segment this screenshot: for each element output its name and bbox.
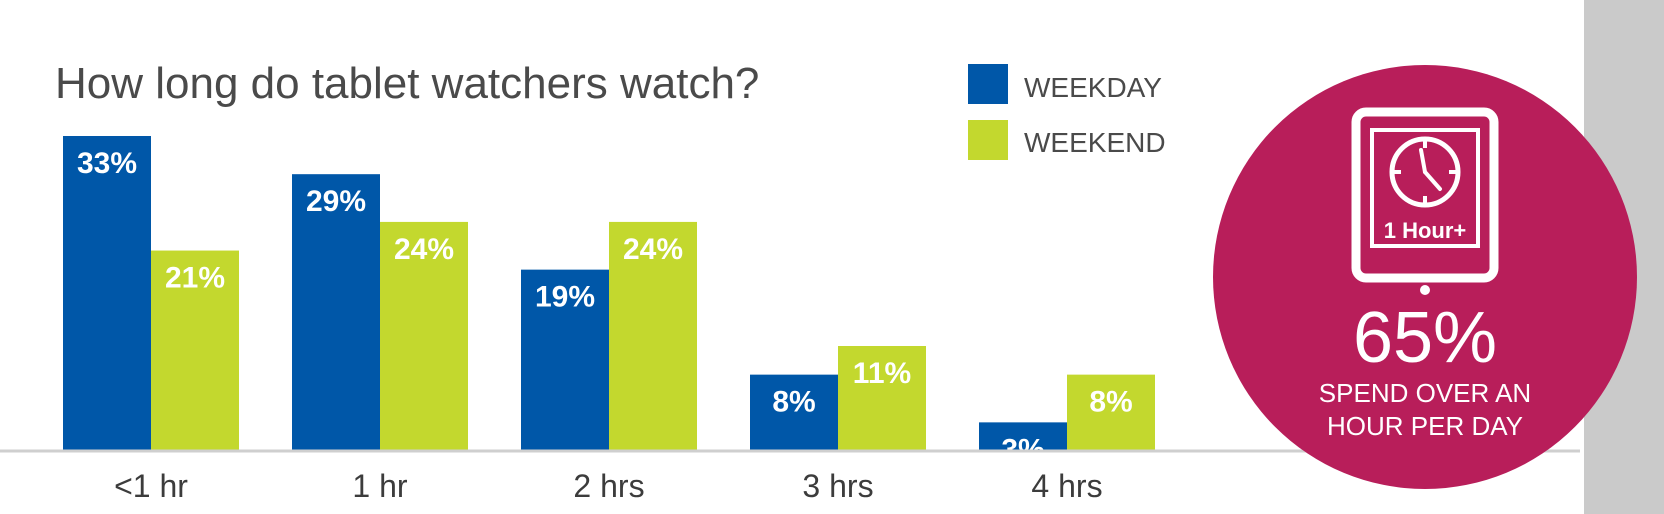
bar-weekday-1 <box>292 174 380 451</box>
bar-label-weekday-2: 19% <box>535 281 595 314</box>
bar-label-weekday-0: 33% <box>77 147 137 180</box>
legend-label-weekend: WEEKEND <box>1024 127 1166 158</box>
bar-weekday-2 <box>521 269 609 451</box>
bar-label-weekend-1: 24% <box>394 233 454 266</box>
bar-weekday-4 <box>979 422 1067 451</box>
legend-swatch-weekday <box>968 64 1008 104</box>
bars <box>63 136 1155 451</box>
bar-label-weekday-3: 8% <box>772 386 815 419</box>
bar-label-weekend-2: 24% <box>623 233 683 266</box>
legend: WEEKDAY WEEKEND <box>968 64 1166 160</box>
x-tick-label-3: 3 hrs <box>802 468 873 504</box>
legend-label-weekday: WEEKDAY <box>1024 72 1162 103</box>
legend-swatch-weekend <box>968 120 1008 160</box>
bar-weekend-1 <box>380 221 468 451</box>
bar-label-weekend-0: 21% <box>165 262 225 295</box>
bar-labels: 33%21%29%24%19%24%8%11%3%8% <box>77 147 1133 466</box>
x-tick-label-2: 2 hrs <box>573 468 644 504</box>
bar-weekday-3 <box>750 374 838 451</box>
bar-label-weekend-4: 8% <box>1089 386 1132 419</box>
chart-title: How long do tablet watchers watch? <box>55 59 759 108</box>
tablet-clock-icon: 1 Hour+ <box>1351 107 1499 295</box>
x-tick-label-1: 1 hr <box>352 468 407 504</box>
bar-label-weekend-3: 11% <box>853 357 911 390</box>
bar-weekend-4 <box>1067 374 1155 451</box>
bar-weekend-3 <box>838 346 926 451</box>
bar-weekend-2 <box>609 221 697 451</box>
callout: 1 Hour+ 65% SPEND OVER AN HOUR PER DAY <box>1213 65 1637 489</box>
bar-weekend-0 <box>151 250 239 451</box>
bar-weekday-0 <box>63 136 151 451</box>
callout-line-2: HOUR PER DAY <box>1327 411 1523 441</box>
x-tick-label-0: <1 hr <box>114 468 188 504</box>
x-tick-label-4: 4 hrs <box>1031 468 1102 504</box>
x-axis-ticks: <1 hr 1 hr 2 hrs 3 hrs 4 hrs <box>114 468 1102 504</box>
callout-percent: 65% <box>1353 298 1497 378</box>
callout-line-1: SPEND OVER AN <box>1319 378 1531 408</box>
tablet-label: 1 Hour+ <box>1384 218 1467 243</box>
bar-label-weekday-1: 29% <box>306 185 366 218</box>
